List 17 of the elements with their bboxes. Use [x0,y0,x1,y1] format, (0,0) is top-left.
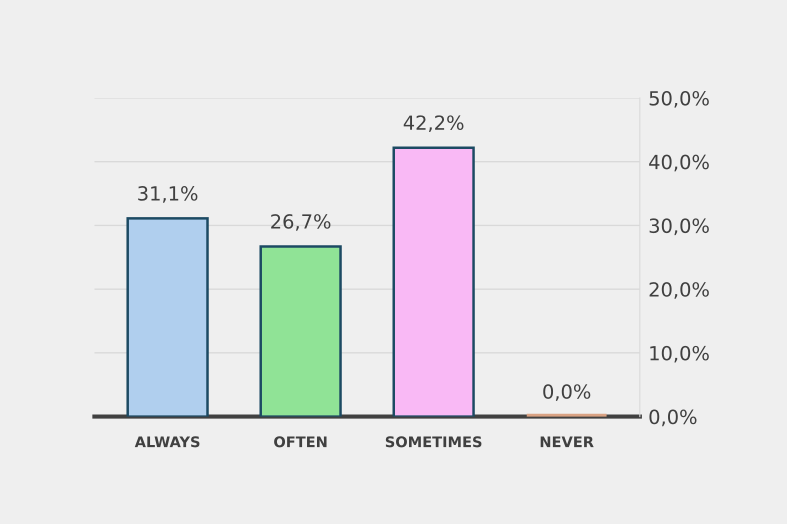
y-tick-label: 50,0% [650,90,709,108]
x-tick-label: NEVER [540,436,594,448]
bar [392,146,475,417]
data-label: 42,2% [404,115,464,132]
y-tick-label: 30,0% [650,218,709,236]
y-tick-label: 0,0% [649,410,696,426]
y-tick-label: 10,0% [650,346,709,363]
y-tick-label: 20,0% [650,282,709,299]
bar [126,217,209,417]
bar [259,245,342,417]
y-tick-label: 40,0% [649,154,709,172]
data-label: 31,1% [138,186,198,203]
data-label: 26,7% [271,214,330,231]
data-label: 0,0% [543,384,590,401]
x-tick-label: SOMETIMES [386,436,482,448]
x-tick-label: ALWAYS [134,436,200,448]
x-tick-label: OFTEN [274,436,327,448]
